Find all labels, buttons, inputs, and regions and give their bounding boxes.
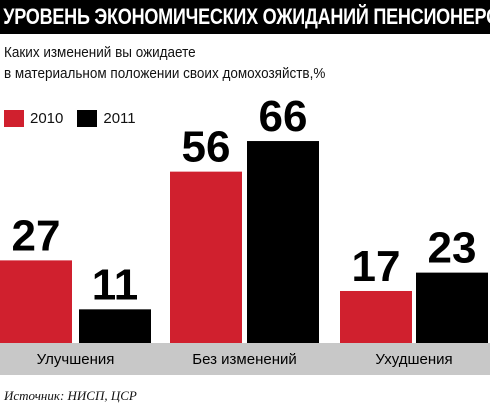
legend-label-2010: 2010	[30, 109, 64, 127]
bar-2011-2	[247, 141, 319, 343]
bar-2011-3	[416, 272, 488, 343]
bar-2010-2	[170, 171, 242, 343]
source-note: Источник: НИСП, ЦСР	[4, 388, 137, 403]
legend: 2010 2011	[4, 108, 150, 128]
legend-swatch-2010	[4, 109, 24, 127]
bar-2010-3	[340, 290, 412, 343]
legend-item-2011: 2011	[77, 109, 136, 127]
bar-2011-1	[79, 309, 151, 343]
chart-subtitle: Каких изменений вы ожидаете в материальн…	[4, 42, 382, 84]
value-label-2011-1: 11	[92, 260, 139, 309]
title-bar: УРОВЕНЬ ЭКОНОМИЧЕСКИХ ОЖИДАНИЙ ПЕНСИОНЕР…	[0, 0, 490, 34]
category-label-2: Без изменений	[192, 351, 296, 368]
value-label-2011-3: 23	[428, 224, 477, 273]
legend-label-2011: 2011	[103, 109, 136, 127]
value-label-2010-1: 27	[12, 211, 61, 260]
category-label-3: Ухудшения	[375, 351, 452, 368]
chart-title: УРОВЕНЬ ЭКОНОМИЧЕСКИХ ОЖИДАНИЙ ПЕНСИОНЕР…	[3, 4, 490, 29]
bar-2010-1	[0, 260, 72, 343]
legend-item-2010: 2010	[4, 109, 64, 127]
category-label-1: Улучшения	[37, 351, 115, 368]
category-axis-band	[0, 343, 490, 375]
value-label-2010-2: 56	[182, 123, 231, 172]
value-label-2010-3: 17	[352, 242, 401, 291]
subtitle-line-2: в материальном положении своих домохозяй…	[4, 65, 326, 82]
value-label-2011-2: 66	[259, 92, 308, 141]
legend-swatch-2011	[77, 109, 98, 127]
subtitle-line-1: Каких изменений вы ожидаете	[4, 44, 196, 61]
